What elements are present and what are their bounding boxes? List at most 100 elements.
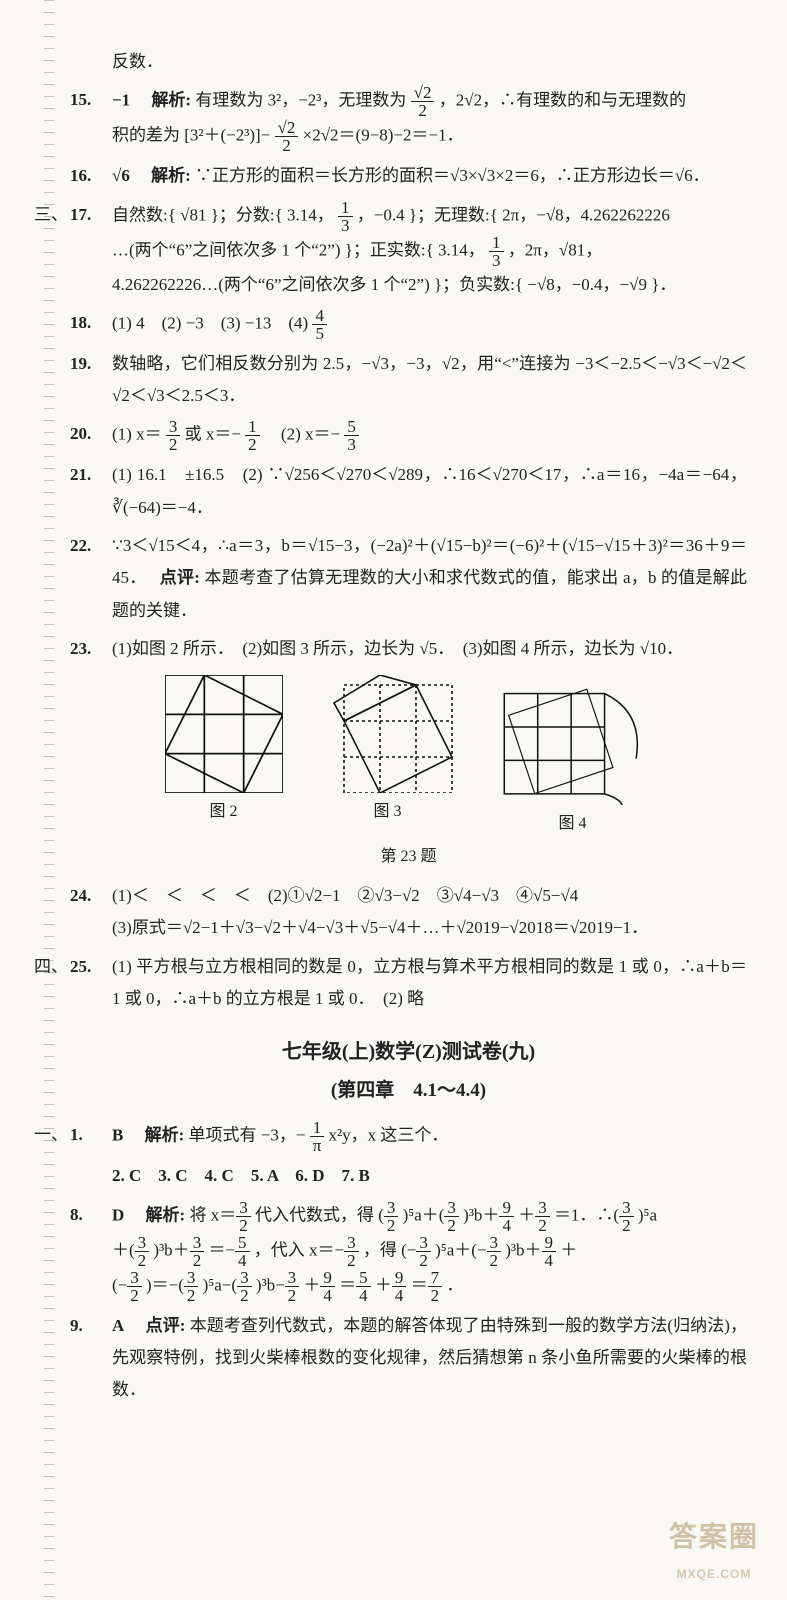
page: 反数． 15. −1 解析: 有理数为 3²，−2³，无理数为 √22 ，2√2… <box>0 0 787 1600</box>
text: ＋ <box>518 1205 535 1224</box>
text: ＝ <box>339 1275 356 1294</box>
frac-n: 3 <box>127 1269 142 1287</box>
q17: 三、 17. 自然数:{ √81 }；分数:{ 3.14， 13 ，−0.4 }… <box>70 199 747 301</box>
frac-d: 2 <box>166 436 181 453</box>
answers-row: 2. C 3. C 4. C 5. A 6. D 7. B <box>112 1166 370 1185</box>
text: 有理数为 3²，−2³，无理数为 <box>195 91 410 110</box>
text: )³b＋ <box>505 1240 541 1259</box>
text: 数轴略，它们相反数分别为 2.5，−√3，−3，√2，用“<”连接为 −3＜−2… <box>112 354 747 405</box>
binding-marks <box>44 0 54 1600</box>
q23: 23. (1)如图 2 所示． (2)如图 3 所示，边长为 √5． (3)如图… <box>70 633 747 665</box>
paper-subtitle: (第四章 4.1～4.4) <box>70 1073 747 1109</box>
text: ，−0.4 }；无理数:{ 2π，−√8，4.262262226 <box>357 205 670 224</box>
q-number: 8. <box>70 1199 83 1231</box>
q-number: 24. <box>70 880 91 912</box>
frac-n: 9 <box>320 1269 335 1287</box>
frac-d: 2 <box>416 1252 431 1269</box>
text: 反数． <box>112 52 163 71</box>
frac-d: 4 <box>235 1252 250 1269</box>
frac-n: 7 <box>428 1269 443 1287</box>
text: ＝1．∴( <box>554 1205 619 1224</box>
b2-7: 2. C 3. C 4. C 5. A 6. D 7. B <box>70 1160 747 1192</box>
frac-d: 2 <box>275 137 299 154</box>
text: (3)原式＝√2−1＋√3−√2＋√4−√3＋√5−√4＋…＋√2019−√20… <box>112 918 648 937</box>
text: ，得 (− <box>363 1240 417 1259</box>
text: )⁵a＋( <box>403 1205 445 1224</box>
q25: 四、 25. (1) 平方根与立方根相同的数是 0，立方根与算术平方根相同的数是… <box>70 951 747 1016</box>
section-label: 三、 <box>34 199 68 231</box>
text: ＝ <box>411 1275 428 1294</box>
text: ＋ <box>375 1275 392 1294</box>
text: 自然数:{ √81 }；分数:{ 3.14， <box>112 205 334 224</box>
text: ，2√2，∴有理数的和与无理数的 <box>439 91 686 110</box>
q-number: 18. <box>70 307 91 339</box>
q-number: 22. <box>70 530 91 562</box>
text: 或 x＝− <box>185 425 241 444</box>
text: (− <box>112 1275 127 1294</box>
frac-d: 5 <box>312 325 327 342</box>
answer: B <box>112 1126 123 1145</box>
frac-d: 4 <box>392 1287 407 1304</box>
text: ＋ <box>303 1275 320 1294</box>
text: 单项式有 −3，− <box>189 1126 306 1145</box>
frac-n: 5 <box>235 1234 250 1252</box>
q18: 18. (1) 4 (2) −3 (3) −13 (4) 45 <box>70 307 747 342</box>
q-number: 20. <box>70 418 91 450</box>
frac-n: 9 <box>499 1199 514 1217</box>
text: ＝− <box>208 1240 235 1259</box>
text: (2) x＝− <box>264 425 340 444</box>
figure-2: 图 2 <box>165 675 283 839</box>
text: (1)＜ ＜ ＜ ＜ (2)①√2−1 ②√3−√2 ③√4−√3 ④√5−√4 <box>112 886 578 905</box>
frac-d: 2 <box>190 1252 205 1269</box>
q20: 20. (1) x＝ 32 或 x＝− 12 (2) x＝− 53 <box>70 418 747 453</box>
frac-n: 3 <box>416 1234 431 1252</box>
q21: 21. (1) 16.1 ±16.5 (2) ∵√256＜√270＜√289，∴… <box>70 459 747 524</box>
frac-n: 5 <box>356 1269 371 1287</box>
frac-d: 2 <box>619 1217 634 1234</box>
frac-d: 2 <box>236 1217 251 1234</box>
frac-d: 2 <box>245 436 260 453</box>
label: 解析: <box>146 1205 186 1224</box>
frac-n: 3 <box>487 1234 502 1252</box>
text: (1) x＝ <box>112 425 162 444</box>
fig-label: 图 4 <box>493 809 653 839</box>
frac-n: 3 <box>619 1199 634 1217</box>
q22: 22. ∵3＜√15＜4，∴a＝3，b＝√15−3，(−2a)²＋(√15−b)… <box>70 530 747 627</box>
text: (1) 平方根与立方根相同的数是 0，立方根与算术平方根相同的数是 1 或 0，… <box>112 957 747 1008</box>
frac-n: 3 <box>444 1199 459 1217</box>
text: )⁵a−( <box>203 1275 237 1294</box>
q-number: 17. <box>70 199 91 231</box>
answer: D <box>112 1205 124 1224</box>
frac-d: 2 <box>344 1252 359 1269</box>
frac-d: 2 <box>428 1287 443 1304</box>
frac-d: 2 <box>237 1287 252 1304</box>
paper-title: 七年级(上)数学(Z)测试卷(九) <box>70 1033 747 1071</box>
text: 4.262262226…(两个“6”之间依次多 1 个“2”) }；负实数:{ … <box>112 275 676 294</box>
text: 积的差为 [3²＋(−2³)]− <box>112 126 270 145</box>
frac-d: 3 <box>489 252 504 269</box>
frac-d: 2 <box>135 1252 150 1269</box>
q-number: 1. <box>70 1119 83 1151</box>
b1: 一、 1. B 解析: 单项式有 −3，− 1π x²y，x 这三个． <box>70 1119 747 1154</box>
text: (1) 16.1 ±16.5 (2) ∵√256＜√270＜√289，∴16＜√… <box>112 465 747 516</box>
frac-d: 4 <box>542 1252 557 1269</box>
frac-d: 2 <box>184 1287 199 1304</box>
frac-d: 4 <box>499 1217 514 1234</box>
frac-d: 3 <box>338 217 353 234</box>
text: ×2√2＝(9−8)−2＝−1． <box>303 126 464 145</box>
label: 解析: <box>151 166 191 185</box>
q-number: 9. <box>70 1310 83 1342</box>
text: ＋ <box>560 1240 577 1259</box>
frac-d: 3 <box>344 436 359 453</box>
frac-d: π <box>310 1137 325 1154</box>
frac-n: 3 <box>535 1199 550 1217</box>
q14-cont: 反数． <box>70 46 747 78</box>
text: x²y，x 这三个． <box>329 1126 449 1145</box>
frac-d: 2 <box>127 1287 142 1304</box>
frac-d: 4 <box>356 1287 371 1304</box>
frac-n: 4 <box>312 307 327 325</box>
q-number: 15. <box>70 84 91 116</box>
frac-n: 9 <box>542 1234 557 1252</box>
text: …(两个“6”之间依次多 1 个“2”) }；正实数:{ 3.14， <box>112 240 485 259</box>
frac-n: √2 <box>275 119 299 137</box>
